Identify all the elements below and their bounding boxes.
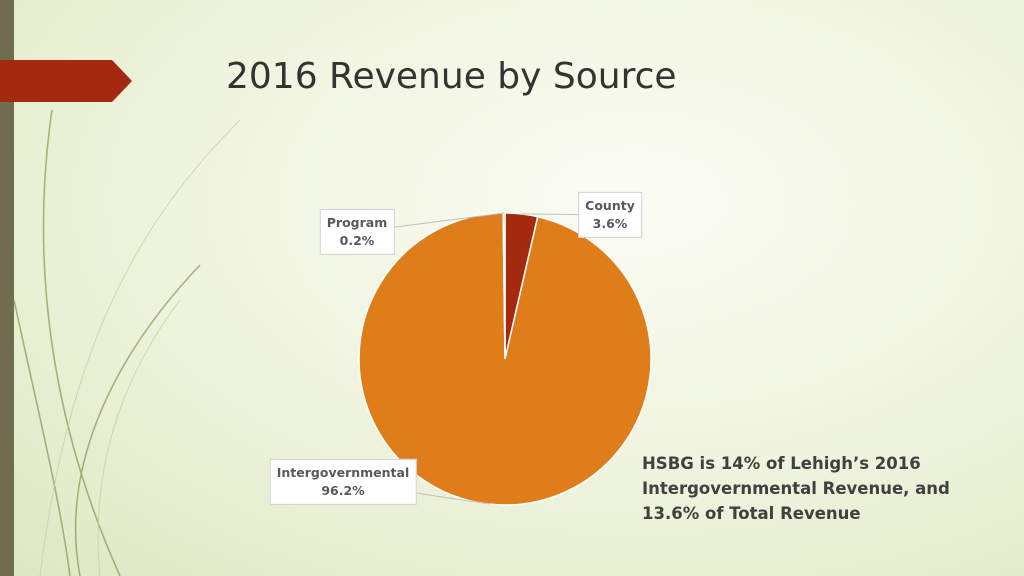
chart-title: 2016 Revenue by Source [226, 56, 677, 97]
label-category: Intergovernmental [276, 464, 410, 480]
data-label: Program 0.2% [319, 208, 395, 256]
decor-lines-light [39, 119, 241, 576]
label-value: 96.2% [321, 483, 365, 498]
annotation: HSBG is 14% of Lehigh’s 2016 Intergovern… [642, 454, 950, 523]
label-value: 3.6% [592, 216, 628, 231]
label-category: County [585, 197, 635, 213]
data-label: Intergovernmental 96.2% [269, 458, 417, 506]
side-bar [0, 0, 14, 576]
label-value: 0.2% [339, 233, 375, 248]
data-label: County 3.6% [578, 191, 642, 239]
decor-lines [13, 109, 201, 576]
title-arrow [0, 60, 132, 102]
label-category: Program [326, 214, 388, 230]
